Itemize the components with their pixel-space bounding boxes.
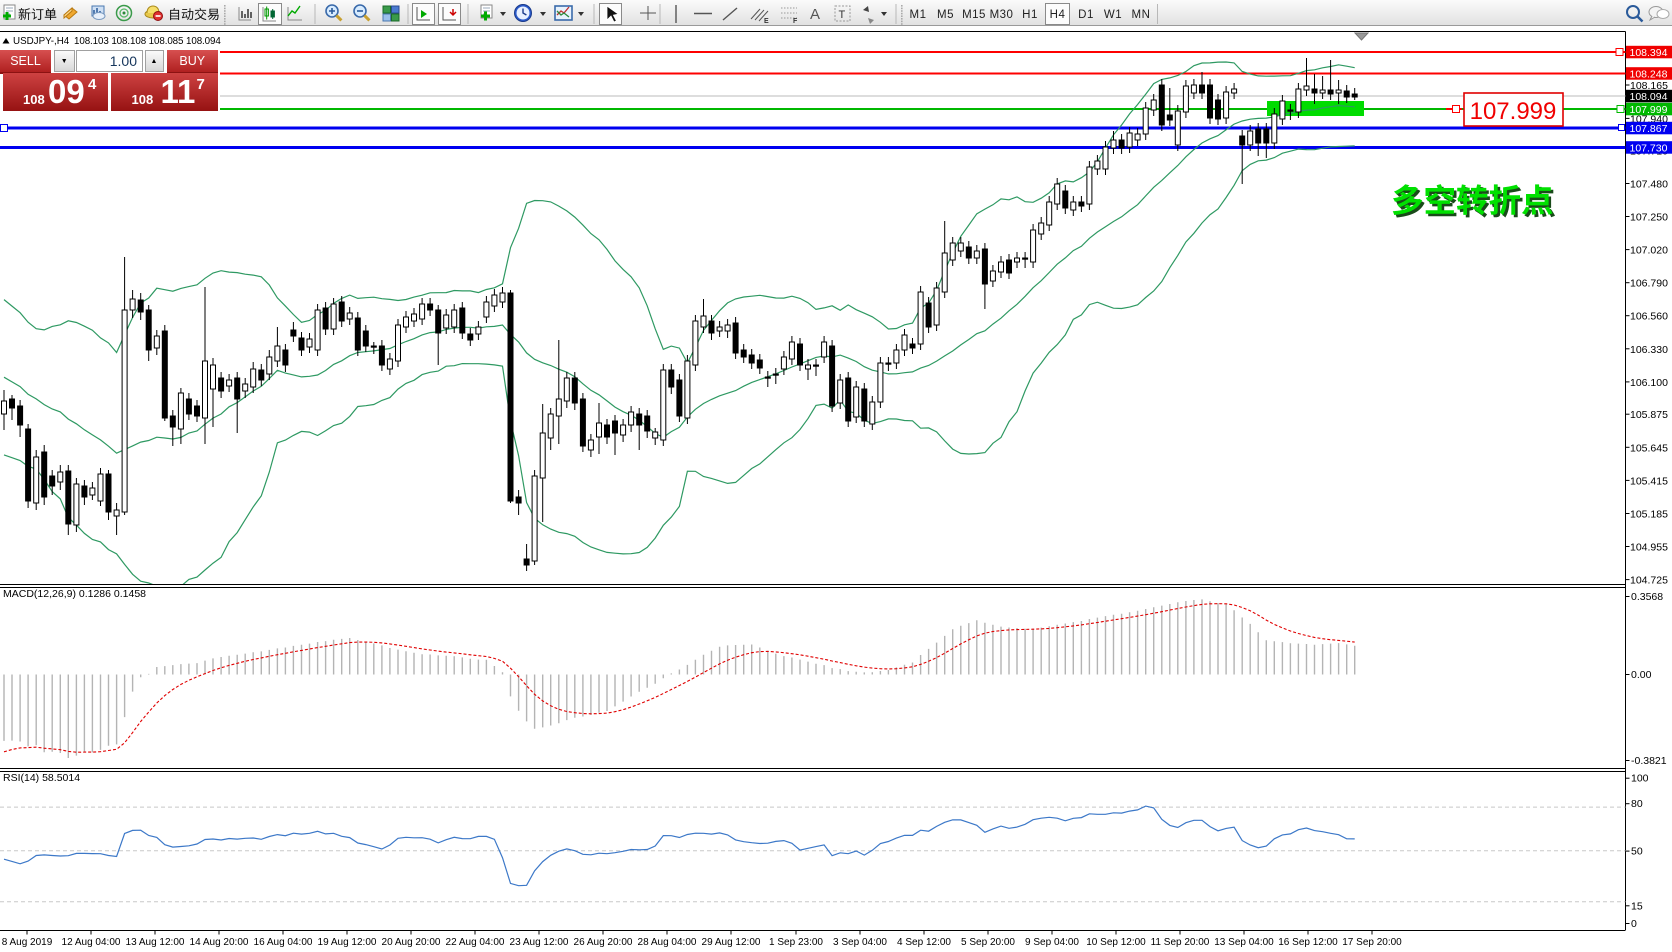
svg-text:RSI(14) 58.5014: RSI(14) 58.5014: [3, 772, 80, 784]
svg-text:16 Sep 12:00: 16 Sep 12:00: [1278, 937, 1338, 948]
svg-text:F: F: [793, 18, 798, 25]
svg-text:106.330: 106.330: [1630, 344, 1668, 356]
svg-text:1 Sep 23:00: 1 Sep 23:00: [769, 937, 823, 948]
svg-text:108.165: 108.165: [1630, 80, 1668, 92]
svg-text:107.999: 107.999: [1470, 98, 1557, 125]
svg-text:11 Sep 20:00: 11 Sep 20:00: [1151, 937, 1210, 948]
svg-text:E: E: [764, 18, 769, 25]
svg-text:100: 100: [1631, 773, 1649, 785]
svg-text:108.248: 108.248: [1630, 69, 1668, 81]
svg-text:5 Sep 20:00: 5 Sep 20:00: [961, 937, 1015, 948]
svg-text:107.867: 107.867: [1630, 123, 1668, 135]
svg-text:MACD(12,26,9) 0.1286 0.1458: MACD(12,26,9) 0.1286 0.1458: [3, 588, 146, 600]
svg-text:107.020: 107.020: [1630, 245, 1668, 257]
svg-text:108.094: 108.094: [1630, 91, 1668, 103]
svg-text:13 Aug 12:00: 13 Aug 12:00: [126, 937, 185, 948]
svg-text:107.730: 107.730: [1630, 143, 1668, 155]
svg-text:MN: MN: [1132, 9, 1151, 21]
svg-text:8 Aug 2019: 8 Aug 2019: [2, 937, 53, 948]
svg-text:W1: W1: [1104, 9, 1122, 21]
svg-text:M15: M15: [962, 9, 986, 21]
svg-text:23 Aug 12:00: 23 Aug 12:00: [510, 937, 569, 948]
svg-text:106.790: 106.790: [1630, 278, 1668, 290]
svg-text:M30: M30: [990, 9, 1014, 21]
svg-text:104.725: 104.725: [1630, 575, 1668, 587]
svg-text:106.560: 106.560: [1630, 311, 1668, 323]
svg-text:10 Sep 12:00: 10 Sep 12:00: [1086, 937, 1146, 948]
svg-text:3 Sep 04:00: 3 Sep 04:00: [833, 937, 887, 948]
svg-text:H1: H1: [1022, 9, 1038, 21]
svg-text:105.415: 105.415: [1630, 475, 1668, 487]
svg-text:20 Aug 20:00: 20 Aug 20:00: [382, 937, 441, 948]
svg-text:105.875: 105.875: [1630, 409, 1668, 421]
svg-text:108.103 108.108 108.085 108.09: 108.103 108.108 108.085 108.094: [74, 36, 221, 47]
svg-text:0.00: 0.00: [1631, 669, 1652, 681]
svg-text:T: T: [839, 9, 846, 21]
svg-text:19 Aug 12:00: 19 Aug 12:00: [318, 937, 377, 948]
svg-text:15: 15: [1631, 900, 1643, 912]
svg-text:80: 80: [1631, 798, 1643, 810]
svg-text:105.645: 105.645: [1630, 442, 1668, 454]
svg-text:104.955: 104.955: [1630, 542, 1668, 554]
svg-text:M1: M1: [910, 9, 927, 21]
svg-text:105.185: 105.185: [1630, 509, 1668, 521]
svg-text:107.250: 107.250: [1630, 212, 1668, 224]
svg-text:28 Aug 04:00: 28 Aug 04:00: [638, 937, 697, 948]
svg-text:A: A: [810, 6, 820, 23]
svg-text:29 Aug 12:00: 29 Aug 12:00: [702, 937, 761, 948]
svg-text:-0.3821: -0.3821: [1631, 755, 1667, 767]
svg-text:17 Sep 20:00: 17 Sep 20:00: [1342, 937, 1402, 948]
svg-text:12 Aug 04:00: 12 Aug 04:00: [62, 937, 121, 948]
svg-text:4 Sep 12:00: 4 Sep 12:00: [897, 937, 951, 948]
svg-text:13 Sep 04:00: 13 Sep 04:00: [1214, 937, 1274, 948]
svg-text:14 Aug 20:00: 14 Aug 20:00: [190, 937, 249, 948]
svg-text:D1: D1: [1078, 9, 1094, 21]
svg-text:108.394: 108.394: [1630, 47, 1668, 59]
svg-text:107.480: 107.480: [1630, 179, 1668, 191]
svg-text:0: 0: [1631, 918, 1637, 930]
svg-text:106.100: 106.100: [1630, 377, 1668, 389]
svg-text:9 Sep 04:00: 9 Sep 04:00: [1025, 937, 1079, 948]
svg-text:H4: H4: [1050, 9, 1066, 21]
svg-text:22 Aug 04:00: 22 Aug 04:00: [446, 937, 505, 948]
svg-text:50: 50: [1631, 846, 1643, 858]
svg-text:107.999: 107.999: [1630, 104, 1668, 116]
svg-text:M5: M5: [937, 9, 954, 21]
svg-text:16 Aug 04:00: 16 Aug 04:00: [254, 937, 313, 948]
svg-text:0.3568: 0.3568: [1631, 591, 1663, 603]
svg-text:USDJPY-,H4: USDJPY-,H4: [13, 36, 70, 47]
svg-text:26 Aug 20:00: 26 Aug 20:00: [574, 937, 633, 948]
